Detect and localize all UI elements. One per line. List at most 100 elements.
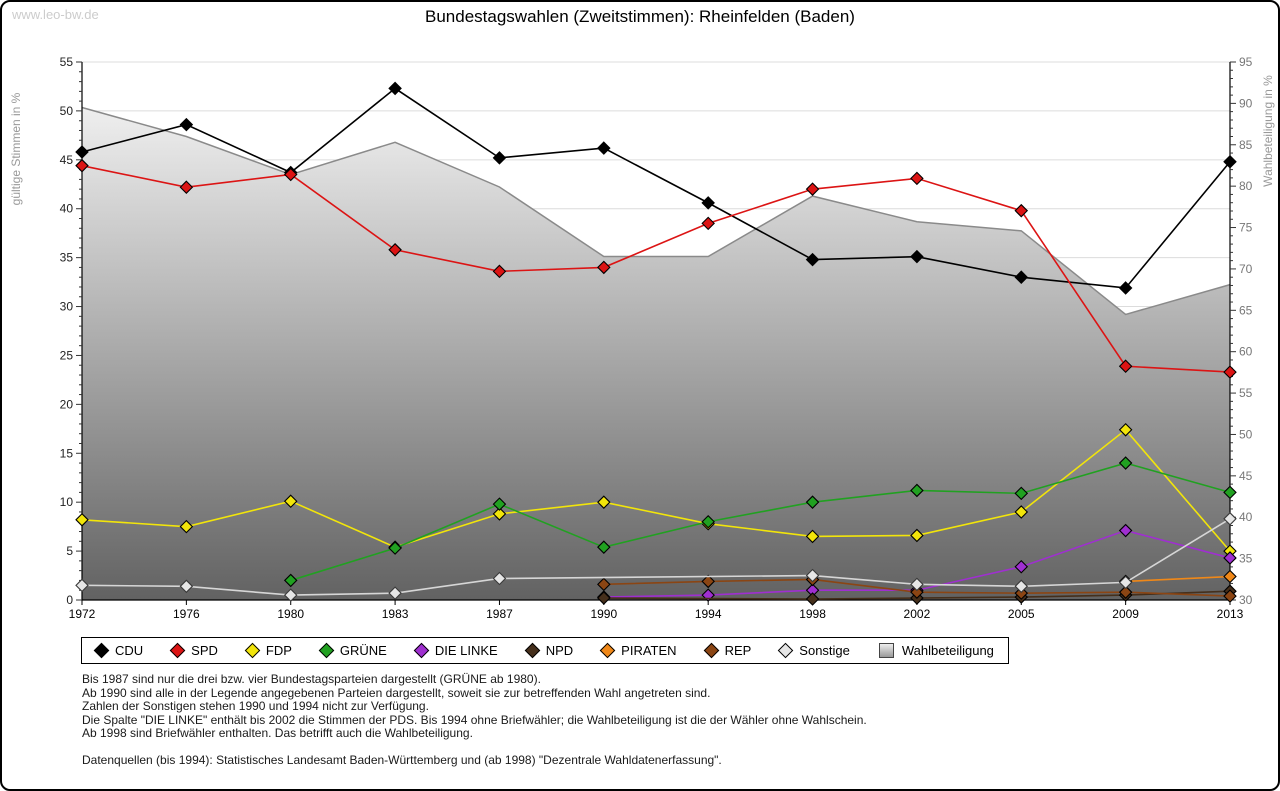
data-point-spd-1976 — [179, 180, 194, 194]
data-point-npd-1990 — [597, 591, 611, 605]
data-point-die-linke-2009 — [1118, 523, 1133, 538]
data-point-grüne-1980 — [283, 573, 298, 588]
data-point-cdu-1987 — [492, 151, 507, 165]
legend-diamond-icon — [703, 642, 719, 659]
data-point-sonstige-1972 — [75, 578, 89, 593]
data-point-spd-1980 — [283, 167, 298, 182]
svg-text:15: 15 — [60, 446, 74, 460]
data-point-spd-1972 — [75, 158, 89, 173]
legend-item-piraten: PIRATEN — [599, 642, 677, 659]
data-point-spd-2002 — [910, 171, 924, 186]
data-point-spd-2009 — [1118, 359, 1133, 373]
svg-text:1983: 1983 — [382, 607, 409, 621]
data-point-fdp-1976 — [179, 519, 194, 534]
legend-label: REP — [724, 643, 752, 658]
legend-label: NPD — [545, 643, 574, 658]
data-point-spd-1983 — [388, 243, 402, 257]
footnote-line: Die Spalte "DIE LINKE" enthält bis 2002 … — [82, 712, 867, 727]
chart-legend: CDU SPD FDP GRÜNE DIE LINKE NPD PIRATEN REP Sons… — [81, 637, 1009, 664]
data-point-cdu-2009 — [1118, 281, 1133, 295]
data-point-fdp-1998 — [805, 529, 820, 544]
data-point-grüne-1994 — [701, 514, 715, 529]
legend-label: DIE LINKE — [434, 643, 498, 658]
legend-diamond-icon — [318, 642, 335, 659]
svg-text:1980: 1980 — [277, 607, 304, 621]
svg-text:1976: 1976 — [173, 607, 200, 621]
legend-item-wahlbeteiligung: Wahlbeteiligung — [878, 643, 994, 658]
svg-text:55: 55 — [60, 55, 74, 69]
data-point-fdp-1990 — [597, 495, 611, 509]
svg-text:25: 25 — [60, 348, 74, 362]
right-axis-label: Wahlbeteiligung in % — [1261, 75, 1275, 187]
data-point-cdu-1994 — [701, 196, 715, 210]
svg-text:45: 45 — [1239, 469, 1253, 483]
legend-diamond-icon — [599, 642, 616, 659]
data-point-grüne-1990 — [597, 540, 611, 554]
data-point-cdu-2005 — [1014, 270, 1029, 284]
svg-text:1990: 1990 — [590, 607, 617, 621]
data-point-rep-2009 — [1118, 585, 1133, 599]
data-point-sonstige-1976 — [179, 579, 194, 594]
data-point-spd-2013 — [1223, 365, 1237, 379]
data-point-sonstige-2013 — [1223, 512, 1237, 526]
svg-text:2013: 2013 — [1217, 607, 1244, 621]
data-point-cdu-1998 — [805, 252, 820, 267]
svg-text:85: 85 — [1239, 138, 1253, 152]
data-point-piraten-2013 — [1223, 569, 1237, 584]
data-point-rep-2005 — [1014, 586, 1029, 600]
svg-text:80: 80 — [1239, 179, 1253, 193]
svg-text:50: 50 — [60, 104, 74, 118]
svg-text:2002: 2002 — [904, 607, 931, 621]
data-point-cdu-1990 — [597, 141, 611, 155]
legend-label: GRÜNE — [339, 643, 387, 658]
svg-text:55: 55 — [1239, 386, 1253, 400]
svg-text:40: 40 — [1239, 510, 1253, 524]
data-point-spd-2005 — [1014, 203, 1029, 218]
footnote-line: Bis 1987 sind nur die drei bzw. vier Bun… — [82, 672, 541, 686]
legend-item-die-linke: DIE LINKE — [413, 642, 498, 659]
svg-text:40: 40 — [60, 202, 74, 216]
data-point-rep-1990 — [597, 577, 611, 592]
data-point-grüne-2013 — [1223, 485, 1237, 500]
data-point-fdp-1972 — [75, 513, 89, 527]
data-point-sonstige-1998 — [805, 568, 820, 583]
data-point-grüne-2005 — [1014, 486, 1029, 501]
svg-text:10: 10 — [60, 495, 74, 509]
svg-text:5: 5 — [66, 544, 73, 558]
footnote-line: Zahlen der Sonstigen stehen 1990 und 199… — [82, 699, 429, 714]
data-point-sonstige-2002 — [910, 577, 924, 592]
svg-text:45: 45 — [60, 153, 74, 167]
left-axis-label: gültige Stimmen in % — [9, 92, 23, 206]
svg-text:75: 75 — [1239, 221, 1253, 235]
data-point-grüne-1983 — [388, 541, 402, 555]
data-point-sonstige-1987 — [492, 571, 507, 586]
legend-label: PIRATEN — [621, 643, 677, 658]
svg-text:0: 0 — [66, 593, 73, 607]
svg-text:1987: 1987 — [486, 607, 513, 621]
data-point-grüne-2009 — [1118, 456, 1133, 470]
legend-item-cdu: CDU — [93, 642, 144, 659]
svg-text:1972: 1972 — [69, 607, 96, 621]
series-sonstige — [75, 512, 1237, 602]
data-point-fdp-1987 — [492, 507, 507, 521]
series-spd — [75, 158, 1237, 379]
axes: 0 5 10 15 20 25 30 35 40 45 50 55 30 35 40 45 50 55 60 65 70… — [60, 55, 1253, 621]
svg-text:95: 95 — [1239, 55, 1253, 69]
data-point-die-linke-2013 — [1223, 551, 1237, 565]
data-point-grüne-1998 — [805, 495, 820, 509]
data-point-cdu-2002 — [910, 249, 924, 264]
legend-item-npd: NPD — [524, 642, 574, 659]
watermark: www.leo-bw.de — [12, 7, 99, 22]
data-point-npd-1998 — [805, 592, 820, 606]
footnote-line: Ab 1990 sind alle in der Legende angegeb… — [82, 685, 711, 700]
data-point-spd-1987 — [492, 264, 507, 279]
data-point-cdu-2013 — [1223, 154, 1237, 169]
legend-item-spd: SPD — [169, 642, 218, 659]
svg-text:2009: 2009 — [1112, 607, 1139, 621]
legend-label: CDU — [115, 643, 144, 658]
legend-diamond-icon — [778, 642, 794, 659]
footnote-line: Ab 1998 sind Briefwähler enthalten. Das … — [82, 726, 473, 741]
svg-text:90: 90 — [1239, 96, 1253, 110]
series-grüne — [283, 456, 1237, 588]
